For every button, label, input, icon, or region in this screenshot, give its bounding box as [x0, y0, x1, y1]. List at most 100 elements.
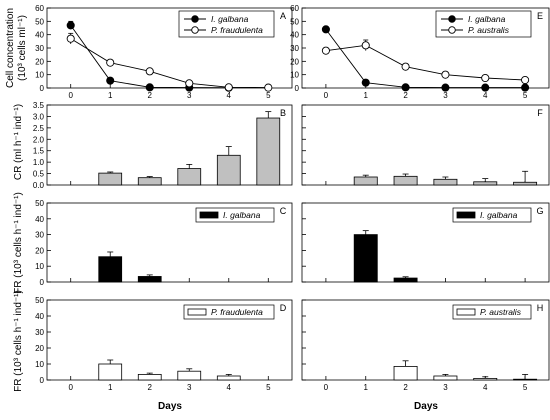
x-tick-label: 5: [523, 383, 528, 392]
y-tick-label: 40: [35, 312, 44, 321]
y-tick-label: 0: [40, 376, 45, 385]
data-point: [264, 83, 273, 92]
x-tick-label: 4: [483, 383, 488, 392]
bars: [98, 251, 162, 283]
bar: [353, 234, 378, 283]
bar: [513, 181, 538, 186]
legend-label: I. galbana: [468, 14, 506, 24]
y-tick-label: 30: [35, 231, 44, 240]
bar: [98, 172, 123, 186]
x-tick-label: 0: [324, 383, 329, 392]
panel-letter: H: [537, 303, 544, 313]
y-tick-label: 2.5: [33, 124, 45, 133]
panel-frame: [301, 299, 550, 381]
legend-box: [452, 207, 532, 223]
data-point: [66, 34, 75, 43]
x-tick-label: 4: [483, 91, 488, 100]
panel-letter: C: [280, 206, 287, 216]
panel-f: F: [301, 104, 550, 186]
data-point: [521, 83, 530, 92]
panel-frame: [46, 299, 293, 381]
ylabel-row-d: FR (10³ cells h⁻¹ ind⁻¹): [13, 290, 24, 392]
x-tick-label: 1: [108, 91, 113, 100]
data-point: [321, 46, 330, 55]
data-point: [481, 73, 490, 83]
data-point: [481, 83, 490, 92]
legend-label: P. australis: [468, 25, 510, 35]
x-tick-label: 4: [227, 383, 232, 392]
y-tick-label: 50: [290, 17, 299, 26]
bar: [473, 181, 498, 186]
x-tick-label: 2: [403, 383, 408, 392]
bar: [137, 373, 162, 381]
x-tick-label: 1: [364, 383, 369, 392]
y-tick-label: 60: [290, 4, 299, 13]
panel-d: D 0 10 20 30 40 50 0 1 2 3 4 5 P. fraudulenta: [35, 296, 293, 392]
bar: [513, 378, 538, 381]
data-point: [106, 76, 115, 85]
panel-frame: [301, 202, 550, 283]
x-tick-label: 5: [266, 383, 271, 392]
panel-c: C 0 10 20 30 40 50 I. galbana: [35, 199, 293, 287]
bars: [98, 111, 281, 186]
data-point: [224, 83, 233, 92]
bar: [137, 177, 162, 186]
panel-frame: [46, 104, 293, 186]
y-tick-label: 20: [290, 57, 299, 66]
y-tick-label: 30: [35, 328, 44, 337]
x-tick-label: 3: [443, 91, 448, 100]
y-tick-label: 0: [40, 278, 45, 287]
ylabel-row-b: CR (ml h⁻¹ ind⁻¹): [13, 104, 24, 180]
y-tick-label: 0.5: [33, 170, 45, 179]
data-point: [66, 21, 75, 30]
bar: [137, 276, 162, 283]
data-point: [321, 25, 330, 34]
y-tick-label: 0: [40, 84, 45, 93]
bar: [216, 375, 241, 381]
y-tick-label: 3.0: [33, 112, 45, 121]
x-tick-label: 3: [443, 383, 448, 392]
x-tick-label: 0: [68, 383, 73, 392]
series-open: [66, 32, 273, 92]
bar: [393, 175, 418, 186]
legend: I. galbana: [195, 207, 275, 223]
bar: [98, 363, 123, 381]
legend-marker: [448, 15, 456, 23]
y-tick-label: 50: [35, 17, 44, 26]
bar: [98, 256, 123, 283]
y-tick-label: 10: [290, 71, 299, 80]
y-tick-label: 3.5: [33, 101, 45, 110]
x-tick-label: 0: [68, 91, 73, 100]
data-point: [145, 83, 154, 92]
xlabel-right: Days: [414, 401, 438, 412]
legend-swatch: [187, 308, 207, 316]
legend: P. australis: [452, 304, 532, 320]
data-point: [401, 62, 410, 71]
legend-marker: [448, 26, 456, 34]
legend-box: [452, 304, 532, 320]
y-tick-label: 0: [295, 84, 300, 93]
legend: I. galbana: [452, 207, 532, 223]
y-tick-label: 30: [290, 44, 299, 53]
x-tick-label: 2: [403, 91, 408, 100]
legend-label: I. galbana: [480, 210, 518, 220]
legend-label: I. galbana: [211, 14, 249, 24]
legend-swatch: [199, 211, 219, 219]
y-tick-label: 20: [35, 57, 44, 66]
legend-box: [183, 304, 275, 320]
bar: [393, 277, 418, 283]
legend-marker: [191, 15, 199, 23]
legend-box: [195, 207, 275, 223]
y-tick-label: 60: [35, 4, 44, 13]
data-point: [441, 70, 450, 79]
bar: [177, 370, 202, 381]
y-tick-label: 50: [35, 296, 44, 305]
data-point: [106, 58, 115, 67]
y-tick-label: 40: [35, 31, 44, 40]
y-tick-label: 40: [290, 31, 299, 40]
y-tick-label: 50: [35, 199, 44, 208]
x-tick-label: 4: [227, 91, 232, 100]
legend: P. fraudulenta: [183, 304, 275, 320]
y-tick-label: 1.5: [33, 147, 45, 156]
